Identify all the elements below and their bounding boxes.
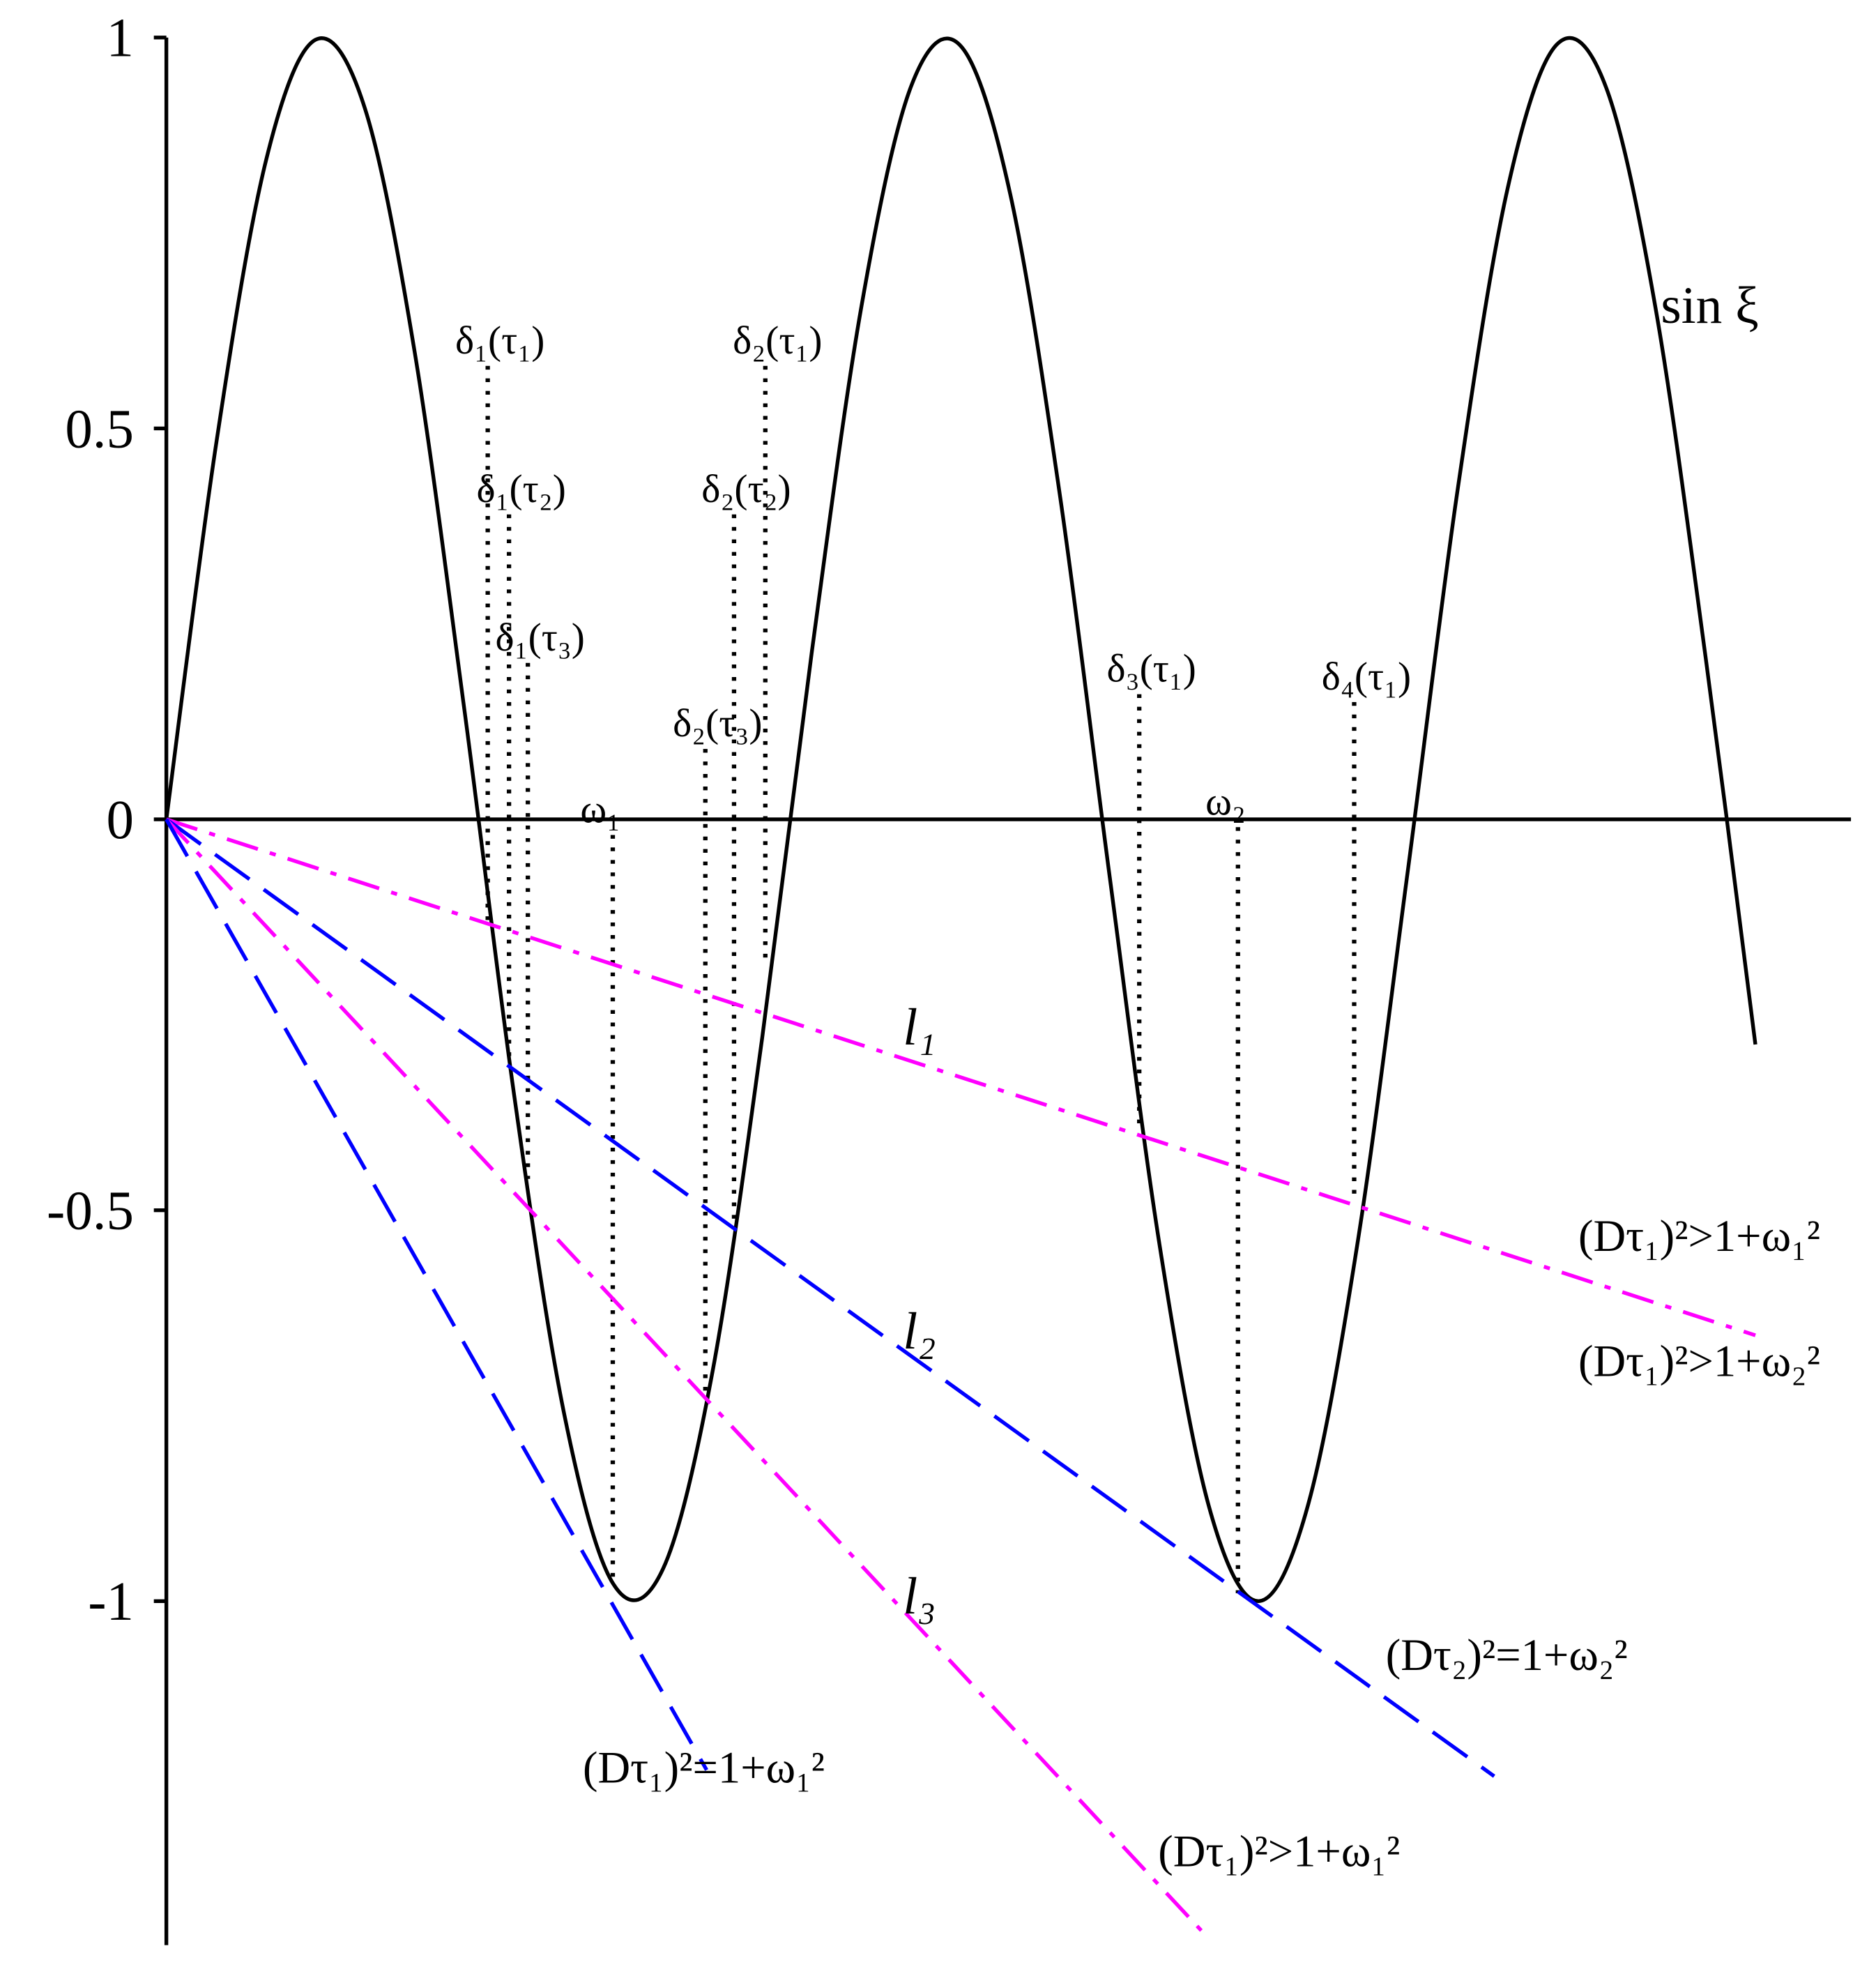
y-tick-label: 0.5 [65, 399, 134, 460]
line [164, 36, 1757, 1603]
series-label: l₂ [903, 1303, 936, 1360]
y-tick-label: 1 [107, 8, 134, 69]
y-tick-label: -0.5 [47, 1181, 134, 1242]
marker-label: δ₂(τ₁) [733, 319, 822, 363]
marker-label: δ₁(τ₂) [476, 467, 565, 511]
y-tick-label: -1 [88, 1572, 134, 1632]
marker-label: ω₂ [1205, 780, 1246, 823]
marker-label: δ₁(τ₃) [496, 616, 585, 660]
marker-label: δ₂(τ₃) [673, 701, 762, 745]
annotation: (Dτ₂)²=1+ω₂² [1386, 1630, 1628, 1680]
line [165, 817, 1756, 1337]
series-label: l₃ [903, 1567, 936, 1625]
annotation: (Dτ₁)²>1+ω₁² [1578, 1210, 1820, 1261]
line [165, 818, 708, 1771]
annotation: (Dτ₁)²>1+ω₂² [1578, 1335, 1820, 1386]
annotation: (Dτ₁)²=1+ω₁² [583, 1742, 825, 1793]
marker-label: ω₁ [580, 788, 620, 832]
y-tick-label: 0 [107, 790, 134, 851]
marker-label: δ₄(τ₁) [1322, 655, 1411, 699]
marker-label: δ₂(τ₂) [701, 467, 791, 511]
marker-label: δ₁(τ₁) [455, 319, 544, 363]
series-label: sin ξ [1661, 277, 1758, 335]
line [165, 817, 1495, 1778]
line [165, 818, 1205, 1934]
series-label: l₁ [903, 998, 936, 1056]
marker-label: δ₃(τ₁) [1107, 647, 1196, 691]
annotation: (Dτ₁)²>1+ω₁² [1158, 1826, 1400, 1877]
